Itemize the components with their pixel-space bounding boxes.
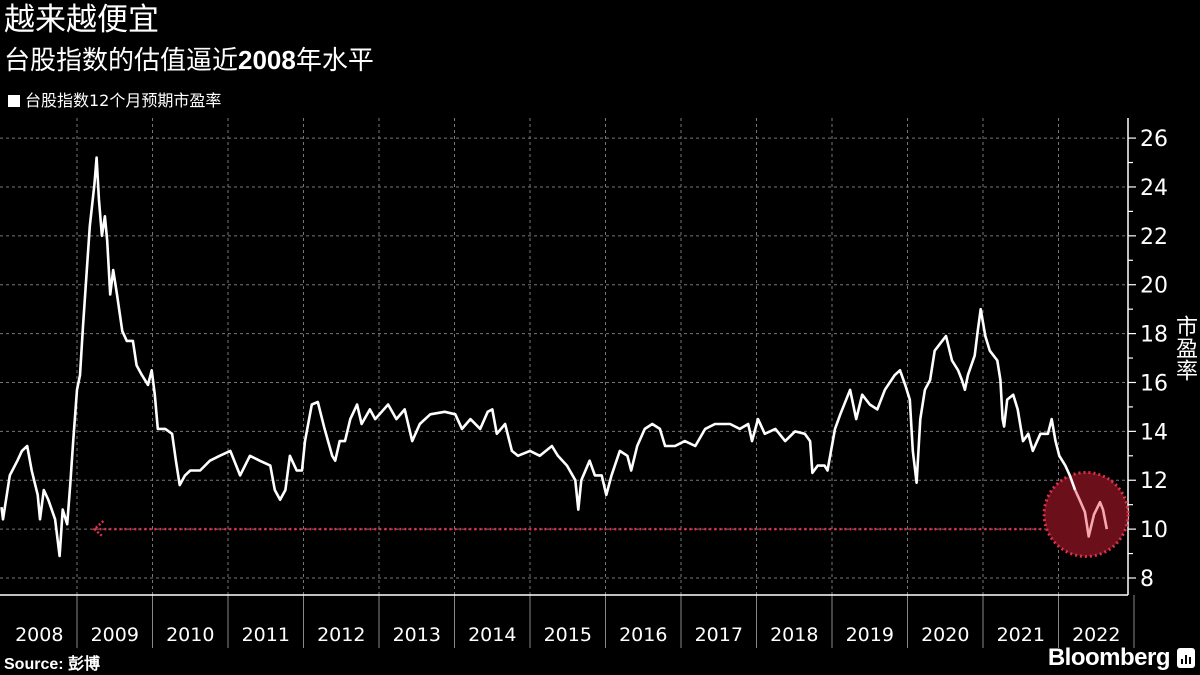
subtitle-text: 台股指数的估值逼近 [4, 46, 239, 76]
y-tick-label: 22 [1140, 225, 1168, 250]
y-tick-label: 14 [1140, 420, 1168, 445]
series-line-highlighted [1073, 489, 1109, 538]
y-tick-label: 12 [1140, 469, 1168, 494]
reference-arrow-icon [92, 520, 105, 539]
legend-label: 台股指数12个月预期市盈率 [25, 91, 222, 110]
x-tick-label: 2012 [317, 624, 365, 646]
subtitle-year: 2008 [238, 45, 296, 75]
x-tick-label: 2013 [393, 624, 441, 646]
x-tick-label: 2008 [15, 624, 63, 646]
x-tick-label: 2016 [619, 624, 667, 646]
x-tick-label: 2014 [468, 624, 516, 646]
series-line [0, 156, 1077, 558]
y-tick-label: 20 [1140, 274, 1168, 299]
y-tick-label: 16 [1140, 371, 1168, 396]
x-tick-label: 2011 [242, 624, 290, 646]
x-tick-label: 2022 [1072, 624, 1120, 646]
x-tick-label: 2015 [544, 624, 592, 646]
subtitle-text-end: 年水平 [295, 46, 374, 76]
source-label: Source: [4, 656, 69, 673]
legend-swatch [8, 95, 20, 107]
x-tick-label: 2018 [770, 624, 818, 646]
bloomberg-logo: Bloomberg [1047, 644, 1171, 671]
x-tick-label: 2009 [91, 624, 139, 646]
source-note: Source: 彭博 [4, 650, 100, 674]
y-tick-label: 8 [1140, 567, 1154, 592]
chart-subtitle: 台股指数的估值逼近2008年水平 [4, 42, 374, 79]
x-tick-label: 2010 [166, 624, 214, 646]
y-tick-label: 18 [1140, 323, 1168, 348]
y-tick-label: 26 [1140, 127, 1168, 152]
source-value: 彭博 [68, 654, 101, 673]
y-axis-title: 市盈率 [1172, 315, 1197, 381]
x-tick-label: 2020 [921, 624, 969, 646]
legend: 台股指数12个月预期市盈率 [8, 90, 221, 112]
x-tick-label: 2017 [695, 624, 743, 646]
x-tick-label: 2021 [997, 624, 1045, 646]
x-tick-label: 2019 [846, 624, 894, 646]
bloomberg-chart-icon [1177, 648, 1195, 668]
y-tick-label: 24 [1140, 176, 1168, 201]
y-tick-label: 10 [1140, 518, 1168, 543]
chart-title: 越来越便宜 [4, 2, 159, 38]
